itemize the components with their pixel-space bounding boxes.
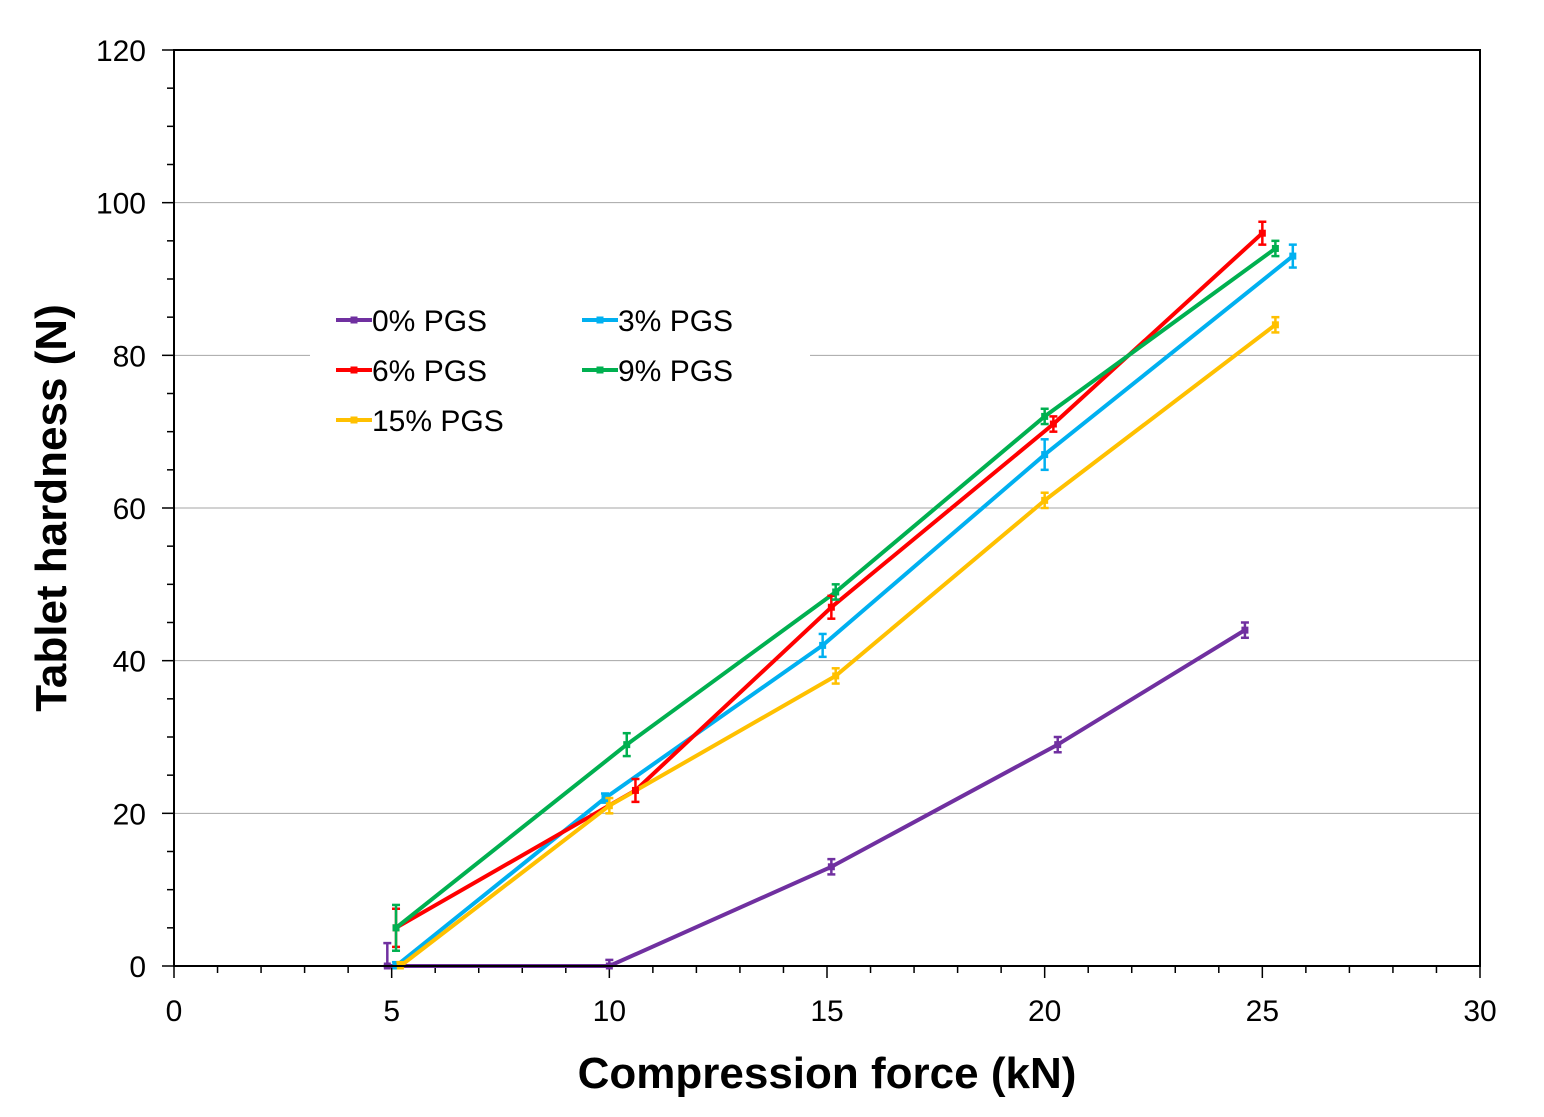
data-point (827, 857, 836, 876)
legend-entry: 0% PGS (336, 305, 487, 338)
legend-label: 15% PGS (372, 405, 504, 438)
data-point (392, 903, 401, 952)
data-point (1288, 243, 1297, 269)
legend-label: 6% PGS (372, 355, 487, 388)
y-tick-label: 100 (96, 188, 146, 221)
data-point (1271, 315, 1280, 334)
y-tick-label: 80 (113, 340, 146, 373)
legend-background (310, 295, 810, 445)
data-point (631, 777, 640, 804)
plot-area-frame (173, 49, 1481, 967)
legend-marker (350, 416, 358, 424)
minor-ticks (162, 49, 1481, 978)
y-tick-label: 120 (96, 35, 146, 68)
data-point (827, 594, 836, 620)
x-tick-label: 25 (1246, 995, 1279, 1028)
x-tick-label: 0 (166, 995, 183, 1028)
y-tick-label: 60 (113, 493, 146, 526)
x-tick-label: 20 (1028, 995, 1061, 1028)
data-point (1049, 415, 1058, 433)
legend-label: 9% PGS (618, 355, 733, 388)
x-tick-label: 10 (593, 995, 626, 1028)
y-tick-label: 20 (113, 798, 146, 831)
legend-marker (350, 316, 358, 324)
x-axis-title: Compression force (kN) (578, 1049, 1077, 1098)
legend-entry: 9% PGS (582, 355, 733, 388)
data-point (1040, 438, 1049, 472)
legend-marker (596, 316, 604, 324)
legend-marker (596, 366, 604, 374)
legend-entry: 3% PGS (582, 305, 733, 338)
data-point (605, 796, 614, 815)
data-point (1053, 735, 1062, 754)
data-point (1040, 491, 1049, 510)
data-point (1258, 220, 1267, 246)
series-line (387, 628, 1246, 968)
y-tick-label: 0 (129, 951, 146, 984)
x-tick-labels: 0 5 10 15 20 25 30 (166, 995, 1497, 1028)
y-tick-label: 40 (113, 646, 146, 679)
y-tick-labels: 0 20 40 60 80 100 120 (96, 35, 146, 984)
data-point (1271, 239, 1280, 258)
x-tick-label: 30 (1463, 995, 1496, 1028)
data-point (831, 667, 840, 685)
legend-label: 0% PGS (372, 305, 487, 338)
data-point (818, 632, 827, 659)
error-bars (383, 220, 1297, 970)
data-point (622, 731, 631, 758)
gridlines (174, 202, 1480, 814)
legend-entry: 15% PGS (336, 405, 504, 438)
data-point (831, 583, 840, 601)
data-point (1040, 407, 1049, 426)
x-tick-label: 5 (383, 995, 400, 1028)
legend-entry: 6% PGS (336, 355, 487, 388)
x-tick-label: 15 (810, 995, 843, 1028)
data-point (605, 958, 614, 970)
y-axis-title: Tablet hardness (N) (27, 304, 76, 711)
data-point (1240, 621, 1249, 640)
legend-label: 3% PGS (618, 305, 733, 338)
legend-marker (350, 366, 358, 374)
legend: 0% PGS 3% PGS 6% PGS 9% PGS 15% PGS (310, 295, 810, 445)
